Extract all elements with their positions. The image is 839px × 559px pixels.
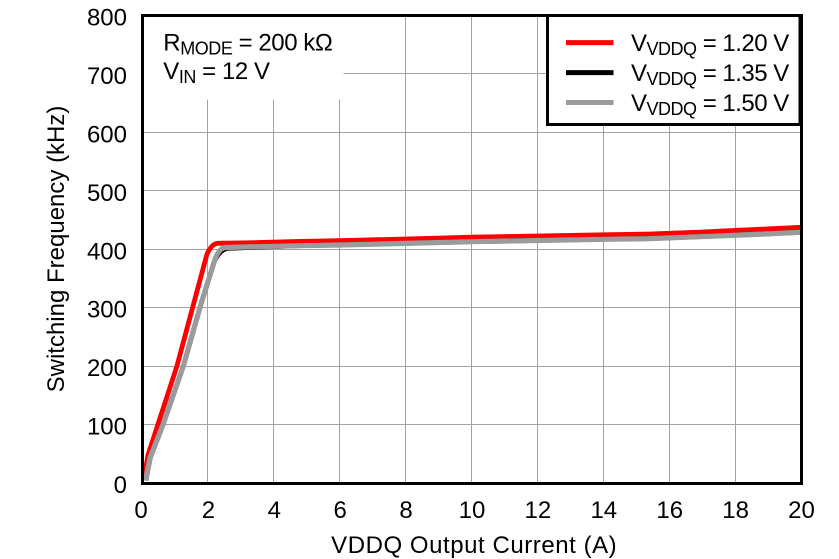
svg-text:VVDDQ = 1.20 V: VVDDQ = 1.20 V bbox=[631, 30, 789, 59]
svg-text:6: 6 bbox=[334, 497, 347, 524]
svg-text:VDDQ Output Current (A): VDDQ Output Current (A) bbox=[331, 532, 617, 559]
svg-text:12: 12 bbox=[525, 497, 552, 524]
svg-text:10: 10 bbox=[459, 497, 486, 524]
svg-text:RMODE = 200 kΩ: RMODE = 200 kΩ bbox=[163, 30, 332, 59]
svg-text:VVDDQ = 1.50 V: VVDDQ = 1.50 V bbox=[631, 90, 789, 119]
svg-text:800: 800 bbox=[87, 5, 127, 32]
svg-text:Switching Frequency (kHz): Switching Frequency (kHz) bbox=[43, 106, 70, 393]
svg-text:16: 16 bbox=[656, 497, 683, 524]
svg-text:20: 20 bbox=[788, 497, 815, 524]
svg-text:18: 18 bbox=[722, 497, 749, 524]
svg-text:500: 500 bbox=[87, 180, 127, 207]
svg-text:200: 200 bbox=[87, 355, 127, 382]
svg-text:700: 700 bbox=[87, 63, 127, 90]
svg-text:14: 14 bbox=[590, 497, 617, 524]
svg-text:VIN = 12 V: VIN = 12 V bbox=[163, 58, 270, 87]
svg-text:8: 8 bbox=[399, 497, 412, 524]
svg-text:400: 400 bbox=[87, 238, 127, 265]
svg-text:4: 4 bbox=[268, 497, 281, 524]
svg-text:0: 0 bbox=[114, 472, 127, 499]
svg-text:VVDDQ = 1.35 V: VVDDQ = 1.35 V bbox=[631, 60, 789, 89]
svg-text:600: 600 bbox=[87, 121, 127, 148]
svg-text:300: 300 bbox=[87, 297, 127, 324]
svg-text:2: 2 bbox=[202, 497, 215, 524]
svg-text:100: 100 bbox=[87, 414, 127, 441]
svg-text:0: 0 bbox=[134, 497, 147, 524]
